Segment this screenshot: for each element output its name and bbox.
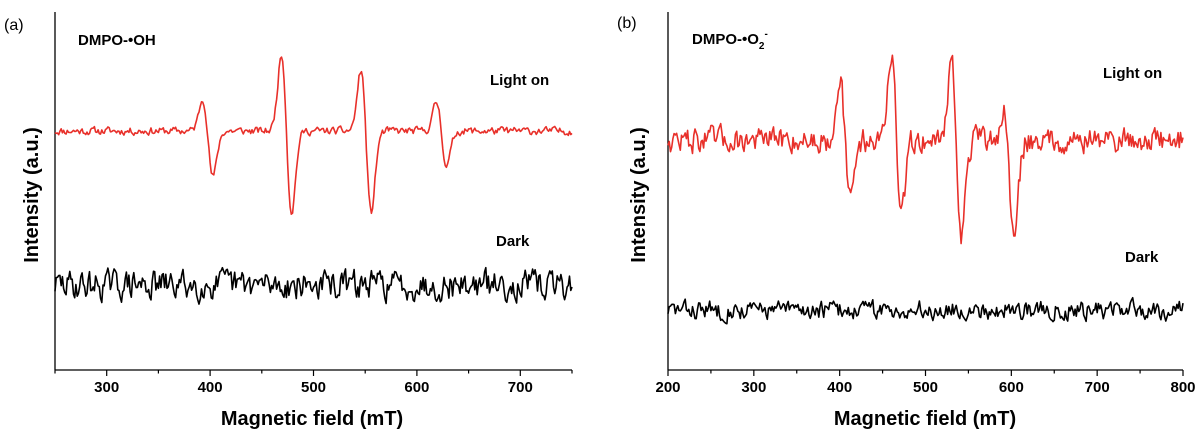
panel-a: (a) DMPO-•OH Light on Dark Magnetic fiel… bbox=[4, 12, 573, 430]
panel-b-series-light-on bbox=[667, 54, 1184, 245]
panel-a-legend-light-on: Light on bbox=[490, 72, 549, 89]
panel-a-ylabel: Intensity (a.u.) bbox=[21, 127, 43, 263]
panel-a-xlabel: Magnetic field (mT) bbox=[221, 408, 403, 430]
panel-a-xtick-label-600: 600 bbox=[404, 379, 429, 396]
panel-b-xtick-label-200: 200 bbox=[655, 379, 680, 396]
panel-b-ylabel: Intensity (a.u.) bbox=[628, 127, 650, 263]
panel-b: (b) DMPO-•O2- Light on Dark Magnetic fie… bbox=[617, 12, 1196, 430]
panel-a-legend-dark: Dark bbox=[496, 233, 530, 250]
panel-a-xtick-label-300: 300 bbox=[94, 379, 119, 396]
panel-a-xtick-label-400: 400 bbox=[198, 379, 223, 396]
panel-a-axes: 300 400 500 600 700 bbox=[54, 12, 573, 396]
panel-b-xtick-label-400: 400 bbox=[827, 379, 852, 396]
panel-a-series-dark bbox=[54, 266, 573, 305]
panel-a-label: (a) bbox=[4, 17, 24, 34]
panel-b-label: (b) bbox=[617, 15, 637, 32]
panel-b-xlabel: Magnetic field (mT) bbox=[834, 408, 1016, 430]
panel-b-series bbox=[667, 54, 1184, 325]
panel-b-xtick-label-500: 500 bbox=[913, 379, 938, 396]
panel-a-series-light-on bbox=[54, 56, 573, 215]
panel-b-title-superscript: - bbox=[764, 29, 767, 40]
panel-b-xtick-label-800: 800 bbox=[1170, 379, 1195, 396]
panel-b-legend-light-on: Light on bbox=[1103, 65, 1162, 82]
panel-a-xtick-label-700: 700 bbox=[508, 379, 533, 396]
panel-b-xtick-label-600: 600 bbox=[999, 379, 1024, 396]
panel-b-series-dark bbox=[667, 296, 1184, 325]
panel-b-axes: 200 300 400 500 600 700 800 bbox=[655, 12, 1196, 396]
panel-a-series bbox=[54, 56, 573, 305]
panel-a-xtick-label-500: 500 bbox=[301, 379, 326, 396]
panel-b-legend-dark: Dark bbox=[1125, 249, 1159, 266]
panel-b-xtick-label-300: 300 bbox=[741, 379, 766, 396]
panel-b-title: DMPO-•O2- bbox=[692, 29, 768, 52]
panel-a-title: DMPO-•OH bbox=[78, 32, 156, 49]
panel-b-title-subscript: 2 bbox=[759, 41, 765, 52]
panel-b-title-main: DMPO-•O bbox=[692, 31, 759, 48]
panel-b-xtick-label-700: 700 bbox=[1085, 379, 1110, 396]
